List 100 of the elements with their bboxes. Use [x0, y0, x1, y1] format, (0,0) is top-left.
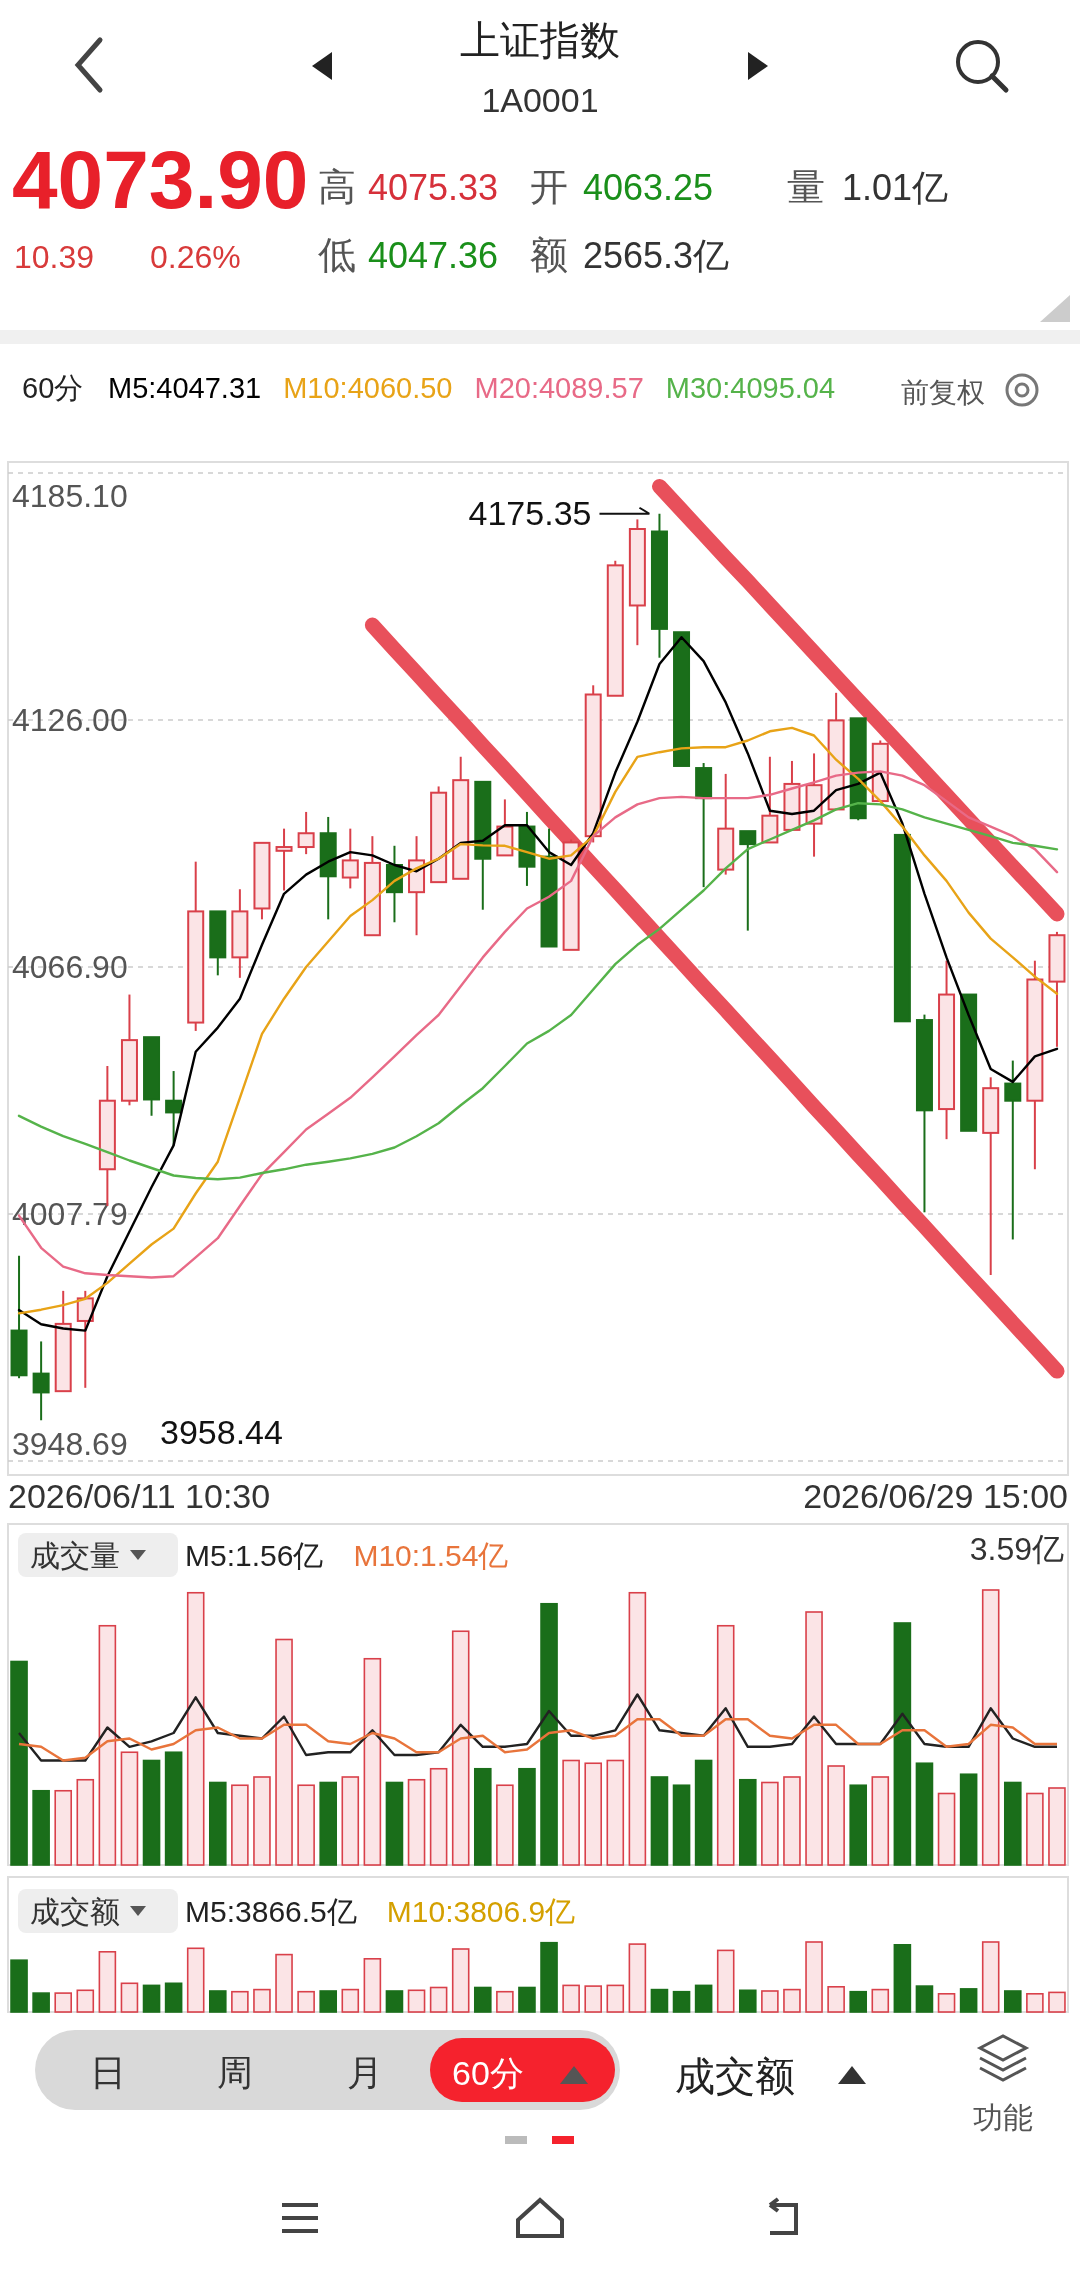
- bar: [473, 1767, 492, 1866]
- text: 10.39: [14, 239, 95, 275]
- bar: [1048, 1787, 1066, 1866]
- bar: [805, 1611, 823, 1866]
- bar: [451, 1948, 470, 2013]
- bar: [827, 1986, 845, 2013]
- bar: [407, 1989, 426, 2013]
- bar: [518, 1767, 536, 1866]
- bar: [562, 1984, 580, 2013]
- bar: [120, 1751, 139, 1866]
- text: 4063.25: [583, 167, 714, 208]
- bar: [319, 1781, 338, 1866]
- bar: [186, 1947, 205, 2013]
- bar: [231, 1990, 249, 2013]
- bar: [10, 1959, 28, 2013]
- bar: [1026, 1993, 1044, 2013]
- text: M5:1.56亿: [185, 1539, 324, 1572]
- bar: [297, 1990, 315, 2013]
- text: 日: [90, 2052, 126, 2093]
- annotation: 4175.35: [468, 493, 592, 532]
- bar: [363, 1958, 382, 2013]
- bar: [981, 1941, 1000, 2013]
- bar: [871, 1776, 890, 1866]
- text: 功能: [973, 2101, 1033, 2134]
- bar: [672, 1990, 691, 2013]
- text: M10:4060.50: [283, 372, 453, 404]
- bar: [761, 1781, 779, 1866]
- bar: [805, 1941, 823, 2013]
- text: 4075.33: [368, 167, 499, 208]
- bar: [672, 1784, 691, 1866]
- bar: [142, 1759, 161, 1866]
- bar: [694, 1759, 713, 1866]
- bar: [1026, 1792, 1044, 1866]
- bar: [275, 1638, 293, 1866]
- text: 量: [787, 166, 825, 208]
- bar: [628, 1943, 647, 2013]
- bar: [120, 1982, 139, 2013]
- bar: [496, 1784, 514, 1866]
- text: M20:4089.57: [474, 372, 644, 404]
- bar: [319, 1990, 338, 2013]
- bar: [496, 1990, 514, 2013]
- bar: [32, 1789, 50, 1866]
- bar: [54, 1992, 73, 2013]
- text: 前复权: [901, 377, 985, 408]
- bar: [761, 1990, 779, 2013]
- bar: [562, 1759, 580, 1866]
- bar: [650, 1776, 669, 1866]
- bar: [584, 1762, 603, 1866]
- bar: [606, 1759, 625, 1866]
- y-tick-label: 3948.69: [12, 1426, 128, 1462]
- bar: [164, 1982, 183, 2013]
- y-tick-label: 4007.79: [12, 1196, 128, 1233]
- text: 0.26%: [150, 239, 241, 275]
- bar: [10, 1660, 28, 1866]
- bar: [363, 1657, 382, 1866]
- bar: [76, 1989, 95, 2013]
- bar: [959, 1773, 978, 1866]
- text: 高: [318, 166, 356, 208]
- text: 3.59亿: [969, 1531, 1064, 1567]
- bar: [341, 1776, 360, 1866]
- bar: [98, 1624, 117, 1866]
- bar: [849, 1784, 868, 1866]
- bar: [385, 1781, 404, 1866]
- chart-subtitle: 1A0001: [481, 81, 599, 119]
- bar: [849, 1990, 868, 2013]
- bar: [981, 1589, 1000, 1866]
- text: 4073.90: [12, 134, 309, 225]
- bar: [871, 1988, 890, 2013]
- bar: [32, 1992, 50, 2013]
- bar: [407, 1778, 426, 1866]
- bar: [959, 1988, 978, 2013]
- bar: [142, 1984, 161, 2013]
- bar: [275, 1953, 293, 2013]
- bar: [253, 1776, 271, 1866]
- text: M10:1.54亿: [353, 1539, 509, 1572]
- bar: [628, 1591, 647, 1866]
- bar: [54, 1789, 73, 1866]
- text: 2565.3亿: [583, 235, 730, 276]
- text: 月: [347, 2052, 383, 2093]
- chart-title: 上证指数: [460, 18, 620, 62]
- bar: [716, 1624, 735, 1866]
- bar: [606, 1984, 625, 2013]
- bar: [540, 1602, 558, 1866]
- bar: [915, 1762, 934, 1866]
- bar: [518, 1986, 536, 2013]
- text: 开: [530, 166, 568, 208]
- y-tick-label: 4185.10: [12, 478, 128, 514]
- text: M30:4095.04: [665, 372, 836, 404]
- bar: [341, 1988, 360, 2013]
- bar: [650, 1988, 669, 2013]
- y-tick-label: 4066.90: [12, 948, 128, 985]
- text: 低: [318, 234, 356, 276]
- bar: [584, 1985, 603, 2013]
- bar: [937, 1993, 956, 2013]
- bar: [716, 1949, 735, 2013]
- bar: [937, 1792, 956, 1866]
- text: M10:3806.9亿: [386, 1895, 576, 1928]
- bar: [473, 1986, 492, 2013]
- bar: [1048, 1991, 1066, 2013]
- chart-title: 成交额: [30, 1895, 120, 1928]
